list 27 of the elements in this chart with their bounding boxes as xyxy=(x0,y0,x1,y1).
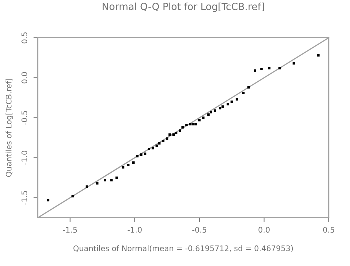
point xyxy=(72,195,74,198)
point xyxy=(210,111,213,114)
point xyxy=(317,54,320,57)
point xyxy=(172,134,176,136)
point xyxy=(214,110,216,112)
point xyxy=(242,92,245,94)
point xyxy=(122,166,125,169)
point xyxy=(152,147,154,150)
point xyxy=(166,138,169,140)
point xyxy=(158,142,161,145)
point xyxy=(192,123,194,126)
point xyxy=(86,186,88,188)
point xyxy=(168,134,172,136)
chart-title: Normal Q-Q Plot for Log[TcCB.ref] xyxy=(102,2,264,12)
point xyxy=(226,103,230,106)
point xyxy=(222,106,224,108)
point xyxy=(47,199,50,202)
point xyxy=(248,86,250,89)
point xyxy=(278,67,282,70)
point xyxy=(182,126,184,129)
point xyxy=(236,98,238,101)
point xyxy=(136,155,139,158)
point xyxy=(198,119,201,122)
point xyxy=(175,132,178,134)
point xyxy=(189,123,192,126)
point xyxy=(219,107,222,110)
point xyxy=(292,62,296,65)
